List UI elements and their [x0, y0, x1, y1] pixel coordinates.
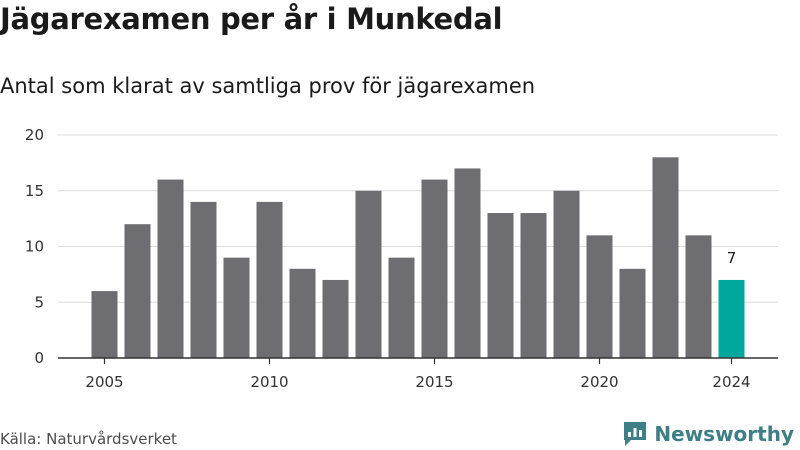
newsworthy-logo-icon [624, 422, 647, 446]
x-tick-label: 2020 [580, 373, 618, 391]
bars [91, 157, 745, 358]
bar [520, 213, 547, 358]
bar [223, 257, 250, 358]
bar [157, 179, 184, 358]
axes: 0 5 10 15 20 2005 2010 2015 2020 2024 [25, 126, 778, 391]
chart-subtitle: Antal som klarat av samtliga prov för jä… [0, 74, 536, 98]
bar [289, 268, 316, 358]
x-tick-label: 2010 [250, 373, 288, 391]
bar [124, 224, 151, 358]
bar [388, 257, 415, 358]
y-tick-label: 10 [25, 238, 44, 256]
x-tick-label: 2015 [415, 373, 453, 391]
bar [421, 179, 448, 358]
bar [91, 291, 118, 358]
bar [685, 235, 712, 358]
bar [619, 268, 646, 358]
bar [718, 279, 745, 358]
bar [586, 235, 613, 358]
brand-logo: Newsworthy [622, 420, 794, 448]
bar [256, 201, 283, 358]
y-tick-label: 20 [25, 126, 44, 144]
bar [553, 190, 580, 358]
bar [652, 157, 679, 358]
chart-title: Jägarexamen per år i Munkedal [0, 2, 503, 36]
y-tick-label: 15 [25, 182, 44, 200]
x-tick-label: 2005 [85, 373, 123, 391]
y-tick-label: 0 [34, 349, 44, 367]
x-tick-label: 2024 [712, 373, 750, 391]
data-labels: 7 [727, 249, 737, 267]
bar [190, 201, 217, 358]
brand-name: Newsworthy [654, 422, 794, 446]
data-label: 7 [727, 249, 737, 267]
bar [355, 190, 382, 358]
bar [322, 279, 349, 358]
bar [487, 213, 514, 358]
y-tick-label: 5 [34, 293, 44, 311]
source-note: Källa: Naturvårdsverket [0, 430, 177, 448]
bar [454, 168, 481, 358]
